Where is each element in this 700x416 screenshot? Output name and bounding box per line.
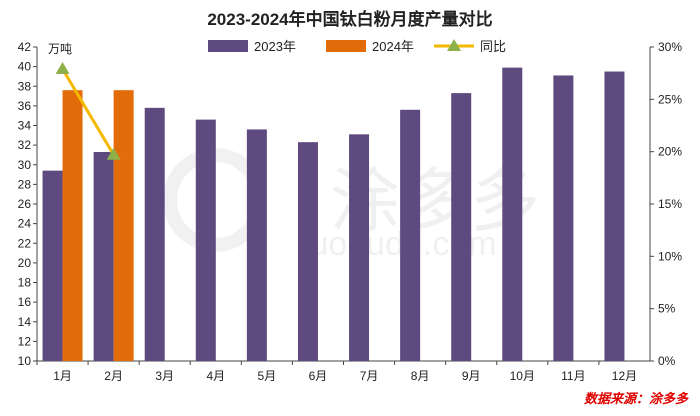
bar-2023年-4月 [195,119,216,361]
y2-tick-label: 5% [658,302,676,316]
y2-tick-label: 20% [658,145,682,159]
bar-2023年-8月 [400,109,421,361]
legend-swatch-2024年 [326,40,366,52]
x-tick-label: 8月 [411,369,430,383]
bar-2024年-2月 [113,90,134,362]
y-tick-label: 14 [18,315,32,329]
y-tick-label: 42 [18,40,32,54]
bar-2023年-2月 [93,151,114,361]
y-tick-label: 18 [18,276,32,290]
x-tick-label: 10月 [510,369,535,383]
bar-2023年-12月 [604,71,625,361]
y-axis-unit-label: 万吨 [48,42,72,56]
legend-label: 2024年 [372,39,414,54]
bar-2023年-6月 [297,142,318,361]
line-marker [55,61,70,74]
y-tick-label: 26 [18,197,32,211]
y-tick-label: 40 [18,60,32,74]
y2-tick-label: 15% [658,197,682,211]
x-tick-label: 11月 [561,369,585,383]
y-tick-label: 24 [18,217,32,231]
bar-2023年-9月 [451,93,472,362]
source-note: 数据来源：涂多多 [584,391,689,406]
x-tick-label: 2月 [104,369,123,383]
y-tick-label: 38 [18,79,32,93]
legend: 2023年 2024年 同比 [208,39,506,54]
line-marker [106,147,121,160]
x-tick-label: 9月 [462,369,481,383]
bar-2023年-1月 [42,170,63,361]
y-tick-label: 20 [18,256,32,270]
line-yoy [61,68,115,156]
x-tick-label: 1月 [53,369,72,383]
y2-tick-label: 10% [658,249,682,263]
y2-tick-label: 0% [658,354,676,368]
y-tick-label: 10 [18,354,32,368]
bar-2023年-7月 [349,134,370,361]
x-tick-label: 3月 [155,369,174,383]
y-tick-label: 22 [18,236,32,250]
bar-2023年-3月 [144,107,165,362]
legend-swatch-2023年 [208,40,248,52]
y2-tick-label: 30% [658,40,682,54]
x-tick-label: 6月 [309,369,328,383]
y-tick-label: 30 [18,158,32,172]
x-tick-label: 7月 [360,369,379,383]
legend-marker [447,39,461,51]
legend-label: 同比 [480,39,506,54]
y-tick-label: 36 [18,99,32,113]
x-tick-label: 4月 [206,369,225,383]
y-tick-label: 16 [18,295,32,309]
bar-2023年-5月 [246,129,267,361]
chart-title: 2023-2024年中国钛白粉月度产量对比 [207,9,492,29]
y-tick-label: 34 [18,119,32,133]
legend-label: 2023年 [254,39,296,54]
y-tick-label: 12 [18,334,32,348]
bar-2023年-10月 [502,67,523,361]
bar-2023年-11月 [553,75,574,362]
x-tick-label: 5月 [258,369,277,383]
x-tick-label: 12月 [612,369,637,383]
y-tick-label: 28 [18,177,32,191]
y2-tick-label: 25% [658,92,682,106]
bar-2024年-1月 [62,90,83,362]
y-tick-label: 32 [18,138,32,152]
